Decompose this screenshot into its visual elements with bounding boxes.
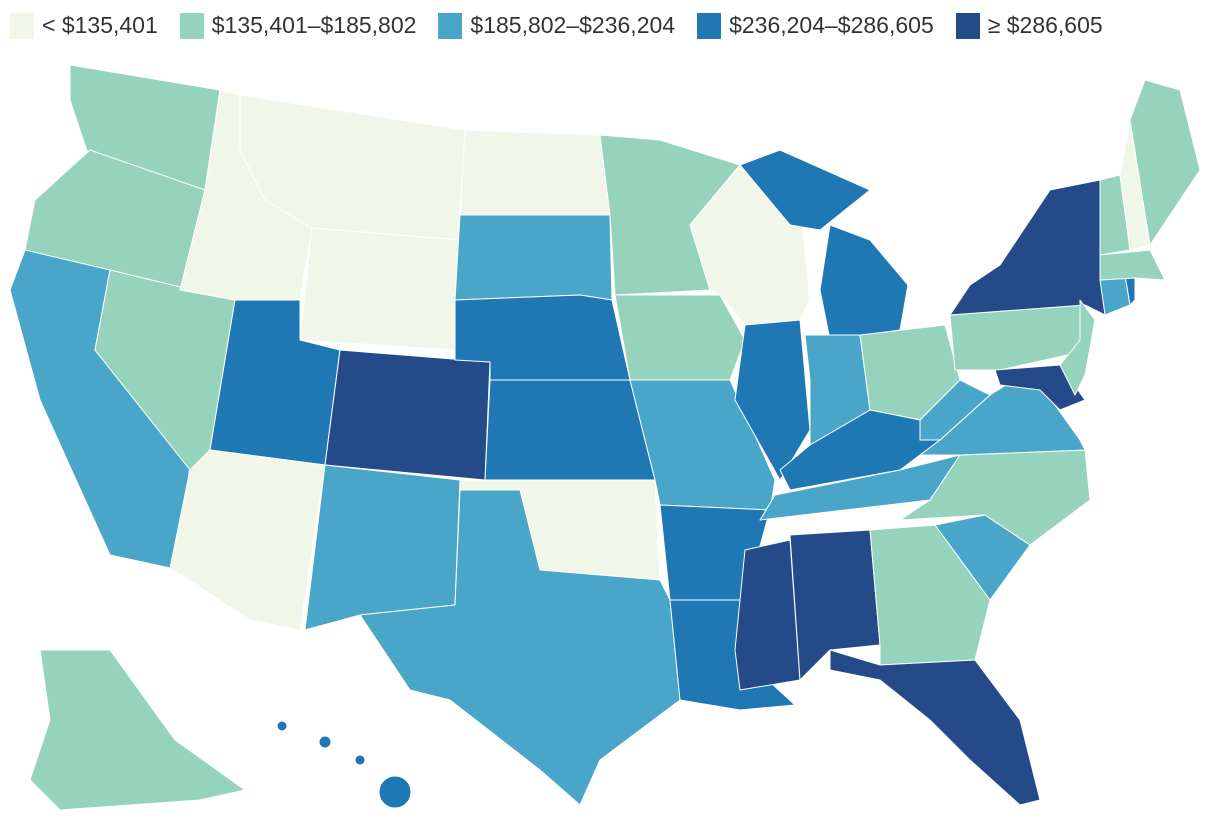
state — [734, 539, 801, 691]
state — [276, 720, 288, 732]
state — [359, 489, 681, 806]
state — [734, 319, 811, 481]
state — [1099, 249, 1166, 281]
legend-swatch — [10, 12, 34, 39]
state — [29, 649, 246, 811]
legend-label: < $135,401 — [42, 12, 158, 38]
state — [378, 775, 412, 809]
state — [899, 449, 1091, 546]
state — [949, 179, 1106, 316]
state — [484, 379, 656, 481]
state — [919, 379, 991, 441]
legend-label: $135,401–$185,802 — [211, 12, 417, 38]
state — [454, 214, 613, 301]
legend-item: $185,802–$236,204 — [438, 12, 675, 39]
state — [739, 149, 871, 231]
legend-item: < $135,401 — [10, 12, 158, 39]
legend-label: $236,204–$286,605 — [729, 12, 934, 38]
legend: < $135,401 $135,401–$185,802 $185,802–$236… — [10, 12, 1103, 39]
state — [304, 464, 461, 631]
legend-label: $185,802–$236,204 — [470, 12, 676, 38]
state — [324, 349, 491, 481]
legend-swatch — [438, 12, 463, 39]
state — [299, 227, 461, 351]
state — [318, 735, 332, 749]
state — [354, 754, 366, 766]
legend-swatch — [179, 12, 204, 39]
legend-item: ≥ $286,605 — [955, 12, 1103, 39]
legend-item: $236,204–$286,605 — [697, 12, 934, 39]
state — [1059, 299, 1096, 396]
state — [829, 649, 1041, 806]
legend-swatch — [697, 12, 722, 39]
legend-swatch — [955, 12, 980, 39]
legend-label: ≥ $286,605 — [987, 12, 1103, 38]
state — [169, 449, 326, 631]
state — [614, 294, 746, 381]
states — [9, 64, 1201, 811]
state — [789, 529, 881, 681]
state — [819, 224, 909, 341]
state — [1129, 79, 1201, 246]
state — [459, 129, 611, 216]
legend-item: $135,401–$185,802 — [179, 12, 417, 39]
